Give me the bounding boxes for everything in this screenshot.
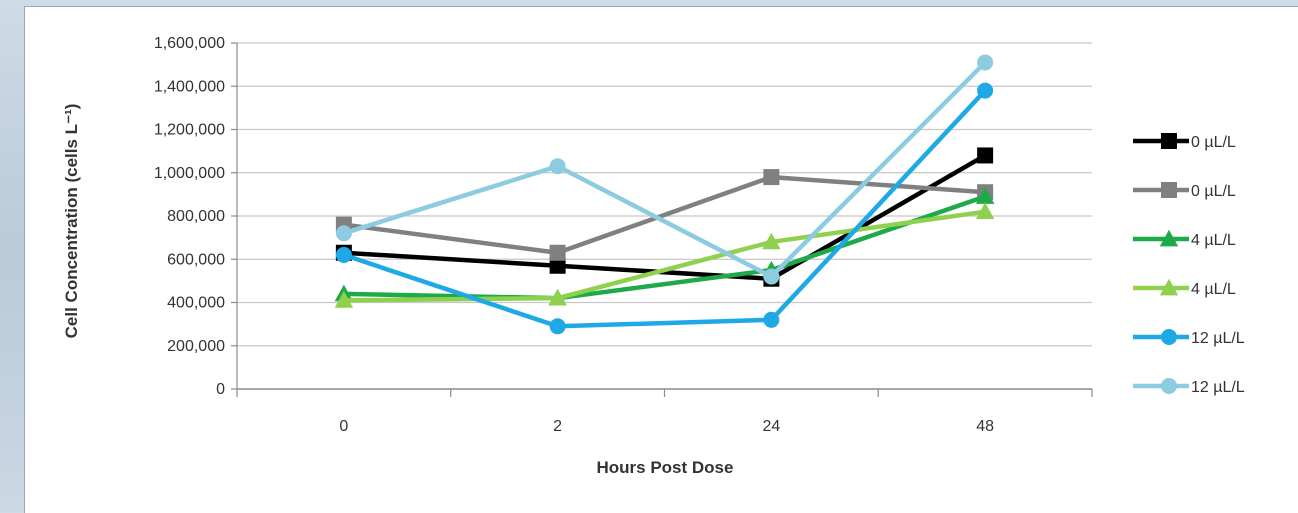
- data-point: [1161, 378, 1177, 394]
- legend-label: 4 µL/L: [1191, 232, 1236, 249]
- legend-item: 12 µL/L: [1133, 329, 1245, 347]
- data-point: [977, 54, 994, 71]
- data-point: [763, 169, 780, 186]
- data-point: [549, 244, 566, 261]
- data-point: [335, 225, 352, 242]
- series-2: [335, 169, 994, 261]
- data-point: [975, 187, 995, 204]
- series-6: [335, 54, 994, 285]
- series-line: [341, 88, 988, 329]
- x-tick-label: 24: [762, 418, 780, 435]
- x-tick-label: 2: [553, 418, 562, 435]
- legend-label: 12 µL/L: [1191, 330, 1245, 347]
- y-tick-label: 600,000: [167, 251, 225, 268]
- y-tick-label: 1,200,000: [154, 122, 225, 139]
- legend-label: 4 µL/L: [1191, 281, 1236, 298]
- legend-item: 0 µL/L: [1133, 182, 1236, 200]
- series-line: [341, 60, 988, 279]
- data-point: [1159, 278, 1179, 296]
- data-point: [763, 268, 780, 285]
- data-point: [549, 318, 566, 335]
- data-point: [1161, 329, 1177, 345]
- series-4: [334, 202, 995, 308]
- data-point: [975, 202, 995, 220]
- series-line: [341, 194, 988, 301]
- data-point: [548, 288, 567, 306]
- legend-item: 4 µL/L: [1133, 229, 1236, 249]
- legend-label: 0 µL/L: [1191, 183, 1236, 200]
- data-point: [1159, 229, 1179, 247]
- data-point: [335, 246, 352, 263]
- series-layer: [334, 54, 995, 335]
- y-tick-label: 0: [216, 381, 225, 398]
- y-tick-label: 1,000,000: [154, 165, 225, 182]
- grid-layer: [237, 42, 1092, 347]
- legend-item: 0 µL/L: [1133, 133, 1236, 151]
- y-tick-label: 1,600,000: [154, 35, 225, 52]
- series-line: [341, 174, 988, 256]
- data-point: [334, 291, 354, 308]
- data-point: [1161, 182, 1177, 198]
- legend-item: 12 µL/L: [1133, 378, 1245, 396]
- x-axis-title: Hours Post Dose: [597, 458, 734, 477]
- y-tick-label: 200,000: [167, 338, 225, 355]
- x-tick-label: 48: [976, 418, 994, 435]
- axis-layer: 0 200,000 400,000 600,000 800,000 1,000,000 1,…: [154, 35, 1093, 435]
- series-5: [335, 82, 994, 335]
- data-point: [977, 147, 994, 164]
- series-line: [341, 209, 988, 303]
- legend-label: 0 µL/L: [1191, 134, 1236, 151]
- data-point: [762, 232, 781, 250]
- legend-label: 12 µL/L: [1191, 379, 1245, 396]
- y-tick-label: 400,000: [167, 295, 225, 312]
- y-tick-label: 1,400,000: [154, 78, 225, 95]
- x-tick-label: 0: [339, 418, 348, 435]
- data-point: [549, 158, 566, 175]
- data-point: [763, 311, 780, 328]
- y-tick-label: 800,000: [167, 208, 225, 225]
- data-point: [1161, 133, 1177, 149]
- data-point: [549, 257, 566, 274]
- legend: 0 µL/L 0 µL/L 4 µL/L 4 µL/L 12 µL/L 12 µL/L: [1133, 133, 1245, 396]
- data-point: [977, 82, 994, 99]
- line-chart: 0 200,000 400,000 600,000 800,000 1,000,000 1,…: [62, 35, 1245, 477]
- y-axis-title: Cell Concentration (cells L⁻¹): [62, 104, 81, 339]
- legend-item: 4 µL/L: [1133, 278, 1236, 298]
- chart-frame: 0 200,000 400,000 600,000 800,000 1,000,000 1,…: [24, 6, 1298, 513]
